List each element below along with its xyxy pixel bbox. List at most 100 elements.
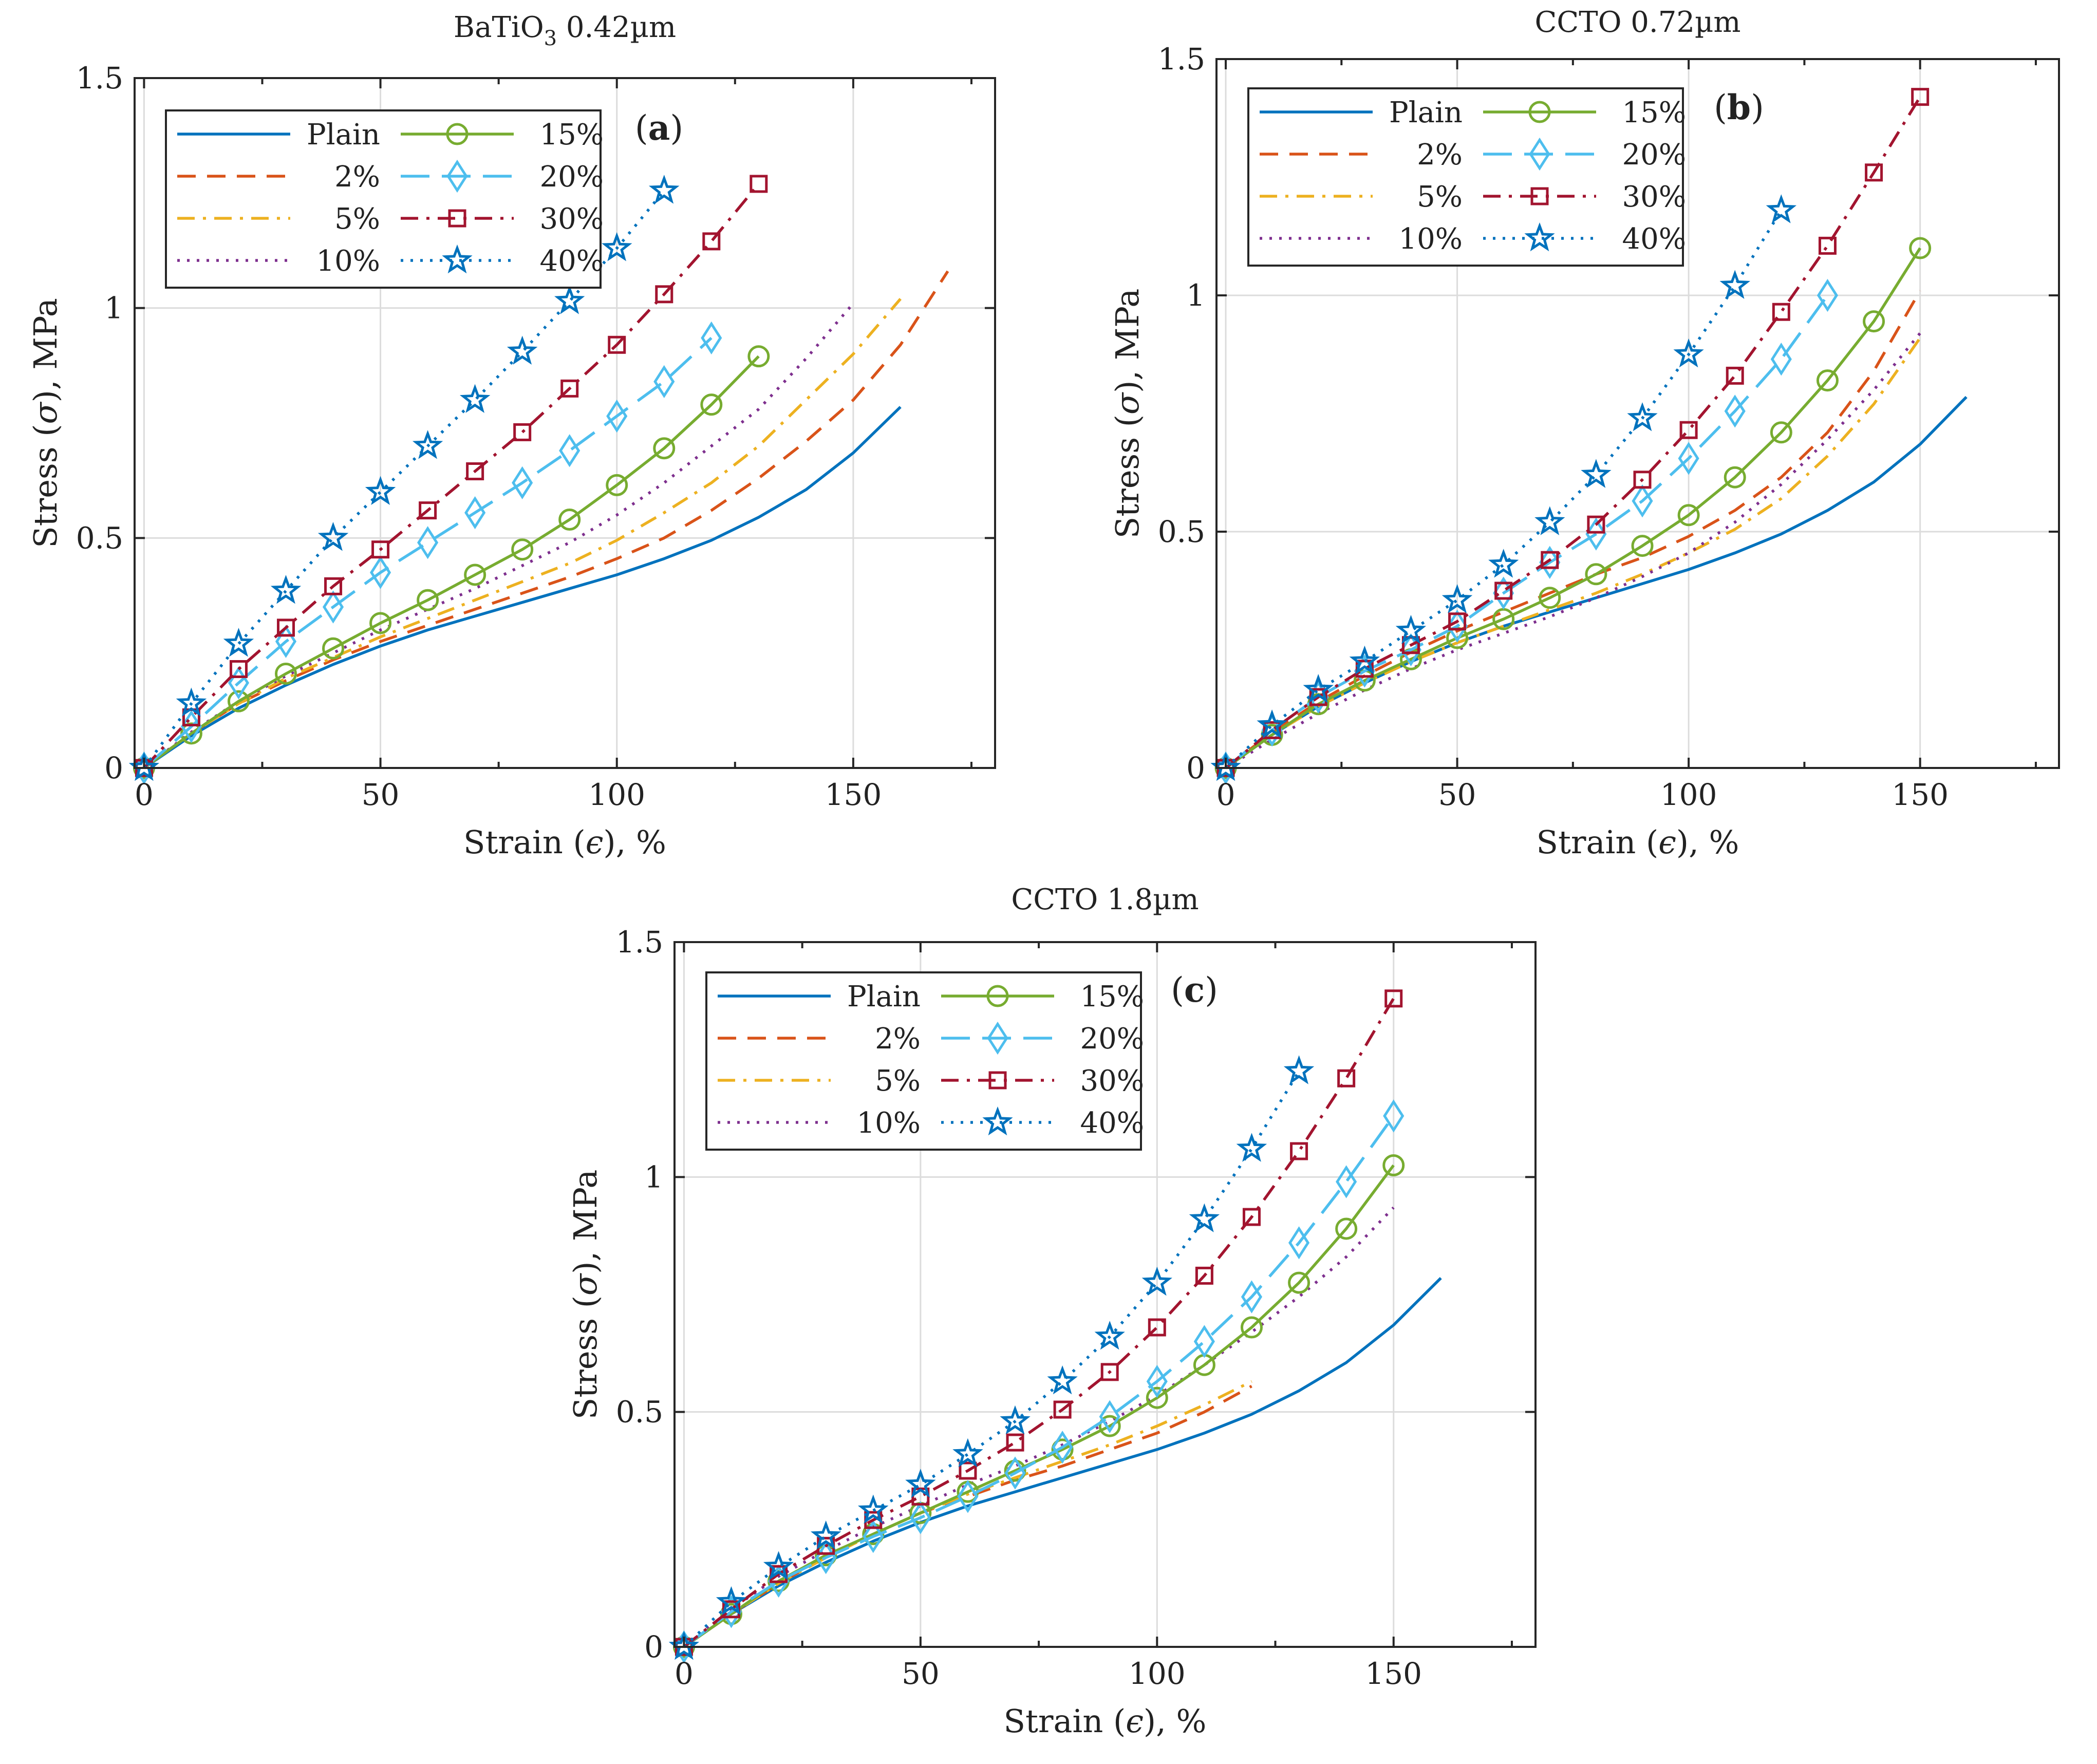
legend-label: Plain (847, 980, 921, 1014)
data-point-star (1627, 402, 1658, 431)
legend-marker-circle (446, 123, 469, 145)
axes-frame (673, 941, 1537, 1648)
series-line (683, 1380, 1252, 1648)
data-point-square (277, 618, 295, 637)
y-tick-label: 1.5 (616, 925, 663, 960)
data-point-diamond (1241, 1280, 1263, 1313)
series-line (683, 1071, 1300, 1648)
y-axis-label: Stress (σ), MPa (1109, 289, 1146, 539)
chart-c: 0 50 100 150 0 0.5 1 1.5 CCTO 1.8µm Strain (ϵ), %… (567, 883, 1537, 1740)
series-group (668, 989, 1442, 1664)
legend-item: 15% (941, 980, 1144, 1014)
legend-label: 10% (316, 245, 380, 278)
data-point-square (1911, 88, 1930, 106)
panel-label: (c) (1171, 970, 1218, 1010)
data-point-diamond (1288, 1226, 1310, 1260)
data-point-circle (227, 690, 250, 712)
x-tick-label: 100 (1129, 1656, 1186, 1691)
data-point-circle (700, 393, 723, 416)
data-point-square (1633, 471, 1652, 489)
data-point-diamond (559, 434, 581, 467)
legend-label: 10% (1399, 222, 1463, 256)
legend-item: 30% (1483, 180, 1686, 214)
legend-marker-diamond (1529, 137, 1550, 171)
y-tick-label: 1 (1186, 278, 1205, 313)
legend-item: 20% (941, 1021, 1144, 1056)
legend-label: 30% (1622, 180, 1686, 214)
y-tick-label: 0.5 (76, 520, 123, 555)
data-point-square (608, 335, 626, 354)
legend-marker-square (448, 209, 466, 228)
legend-item: Plain (718, 980, 921, 1014)
data-point-diamond (653, 365, 675, 399)
series-2pct (1225, 290, 1922, 770)
series-40pct (1210, 194, 1797, 781)
axes-frame (1215, 58, 2060, 769)
series-line (1225, 247, 1922, 770)
data-point-star (1349, 645, 1380, 675)
series-line (1225, 290, 1922, 770)
data-point-circle (1677, 504, 1700, 527)
data-point-star (1719, 270, 1750, 299)
legend-marker-square (1530, 187, 1549, 205)
series-40pct (668, 1055, 1315, 1660)
data-point-circle (1288, 1271, 1310, 1294)
x-tick-label: 0 (135, 777, 154, 812)
legend-item: 30% (941, 1064, 1144, 1098)
y-tick-label: 0 (644, 1629, 663, 1664)
data-point-star (554, 285, 585, 314)
legend-item: 5% (177, 202, 380, 236)
legend-label: 10% (857, 1106, 921, 1140)
y-tick-label: 1.5 (1158, 42, 1205, 77)
data-point-diamond (228, 666, 250, 700)
data-point-square (959, 1461, 977, 1480)
data-point-star (365, 476, 396, 505)
legend-label: 15% (1080, 980, 1144, 1014)
series-line (1225, 96, 1922, 770)
legend-label: 30% (1080, 1064, 1144, 1098)
data-point-star (1000, 1405, 1031, 1435)
data-point-diamond (1585, 517, 1607, 551)
data-point-square (513, 423, 532, 441)
y-tick-label: 1 (644, 1159, 663, 1194)
legend-label: 30% (540, 202, 604, 236)
data-point-square (1337, 1069, 1356, 1087)
data-point-square (750, 175, 768, 193)
data-point-circle (275, 662, 297, 685)
data-point-diamond (512, 466, 533, 500)
data-point-square (1818, 236, 1837, 255)
series-line (683, 1384, 1252, 1648)
series-40pct (128, 175, 680, 781)
data-point-square (1772, 303, 1790, 321)
data-point-star (412, 430, 443, 459)
data-point-star (1766, 194, 1797, 223)
data-point-star (1673, 338, 1704, 368)
series-group (128, 175, 949, 785)
data-point-square (655, 285, 673, 304)
legend-item: 20% (1483, 137, 1686, 172)
data-point-square (1290, 1142, 1308, 1160)
data-point-star (602, 232, 632, 261)
legend: Plain 2% 5% 10% 15% 20% 30% 40% (1247, 87, 1686, 267)
data-point-circle (653, 437, 676, 460)
y-tick-label: 1 (104, 291, 123, 326)
legend: Plain 2% 5% 10% 15% 20% 30% 40% (165, 109, 604, 289)
x-tick-label: 150 (825, 777, 882, 812)
data-point-circle (1770, 421, 1792, 444)
legend-marker-circle (986, 985, 1009, 1007)
data-point-circle (1098, 1415, 1121, 1437)
y-tick-label: 1.5 (76, 61, 123, 96)
series-2pct (683, 1384, 1252, 1648)
data-point-circle (1631, 535, 1654, 557)
legend-label: 20% (540, 160, 604, 194)
legend-frame (1247, 87, 1684, 267)
data-point-circle (1585, 563, 1607, 586)
data-point-diamond (1004, 1456, 1026, 1490)
data-point-circle (1335, 1217, 1358, 1240)
legend-item: 15% (1483, 96, 1686, 129)
data-point-square (371, 540, 390, 559)
series-line (143, 406, 902, 770)
data-point-square (466, 462, 484, 481)
data-point-star (905, 1469, 936, 1498)
